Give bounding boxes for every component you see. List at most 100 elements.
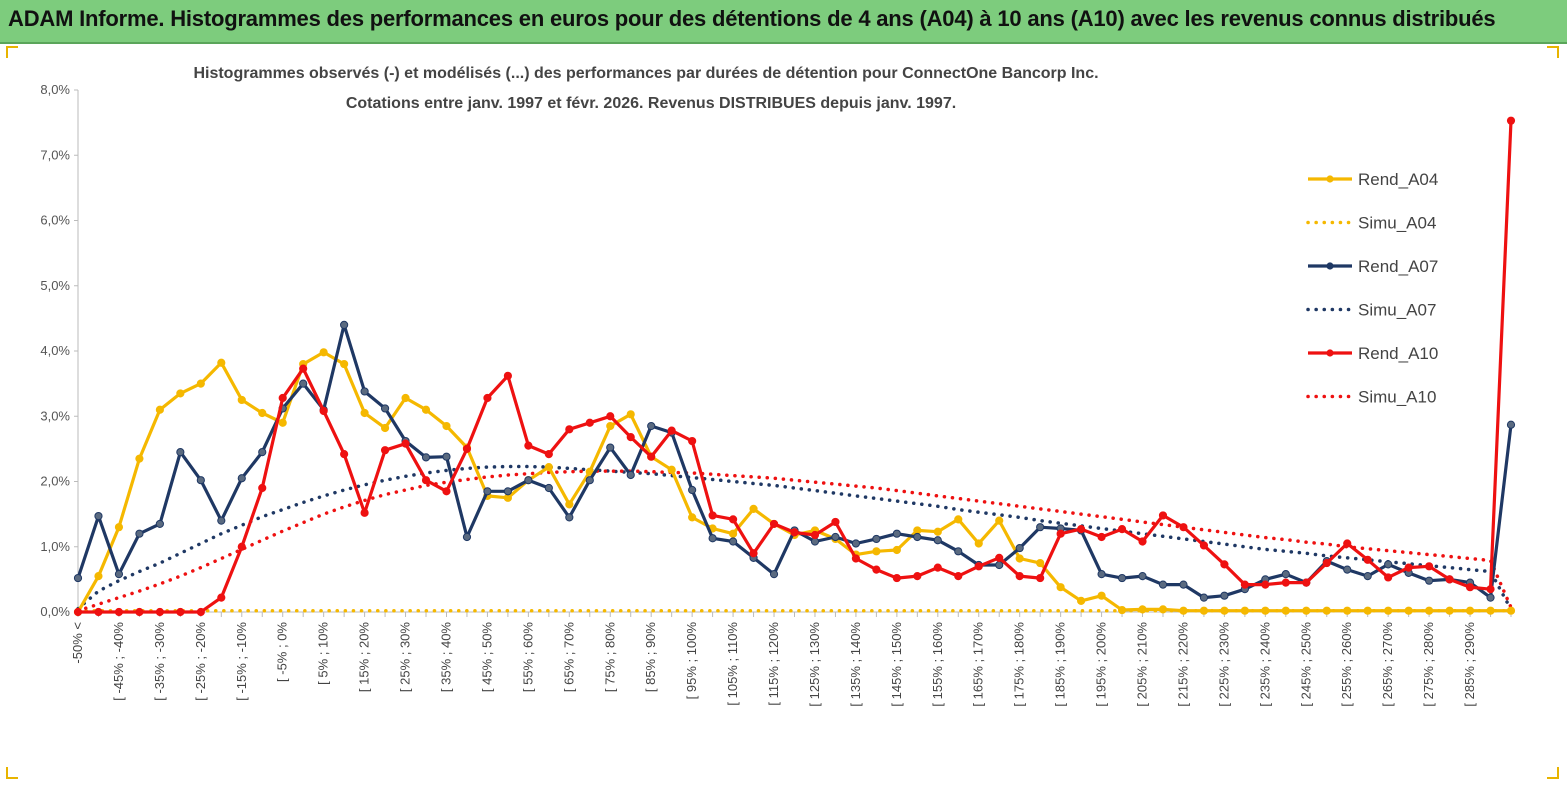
point-rend-a04	[237, 395, 246, 405]
point-rend-a07	[237, 474, 246, 483]
point-rend-a04	[1056, 583, 1065, 592]
point-rend-a04	[1302, 606, 1311, 615]
point-rend-a07	[1199, 593, 1209, 602]
point-rend-a10	[135, 607, 144, 617]
x-tick-label: [ -25% ; -20%	[193, 622, 208, 701]
point-rend-a10	[892, 573, 901, 583]
point-rend-a07	[1015, 543, 1024, 553]
point-rend-a07	[258, 448, 267, 457]
point-rend-a10	[626, 433, 635, 442]
x-tick-label: [ 235% ; 240%	[1257, 622, 1272, 707]
point-rend-a10	[1220, 560, 1229, 569]
point-rend-a10	[217, 593, 226, 602]
point-rend-a10	[1384, 573, 1393, 582]
point-rend-a10	[1261, 580, 1270, 589]
point-rend-a10	[421, 476, 431, 485]
point-rend-a10	[1036, 573, 1045, 583]
point-rend-a10	[769, 519, 779, 529]
x-tick-label: [ 175% ; 180%	[1012, 622, 1027, 707]
point-rend-a10	[1240, 580, 1249, 589]
corner-mark	[6, 777, 18, 779]
point-rend-a10	[1097, 532, 1106, 542]
x-tick-label: [ 255% ; 260%	[1339, 622, 1354, 707]
x-tick-label: -50% <	[70, 622, 85, 664]
point-rend-a10	[340, 449, 349, 459]
x-tick-label: [ 15% ; 20%	[357, 622, 372, 693]
point-rend-a10	[483, 393, 492, 403]
point-rend-a10	[913, 572, 922, 581]
point-rend-a10	[73, 607, 83, 617]
point-rend-a07	[1138, 572, 1147, 581]
point-rend-a04	[442, 421, 451, 431]
point-rend-a07	[606, 443, 615, 452]
point-rend-a07	[1158, 580, 1168, 589]
corner-mark	[1547, 46, 1559, 48]
x-tick-label: [ 45% ; 50%	[479, 622, 494, 693]
point-rend-a10	[1404, 563, 1413, 572]
x-tick-label: [ 285% ; 290%	[1462, 622, 1477, 707]
legend-item-rend-a04: Rend_A04	[1308, 170, 1438, 189]
legend-label: Simu_A04	[1358, 214, 1436, 233]
point-rend-a04	[1179, 606, 1188, 615]
point-rend-a04	[217, 358, 226, 367]
point-rend-a04	[933, 527, 942, 536]
point-rend-a04	[1363, 606, 1372, 615]
point-rend-a07	[73, 573, 83, 583]
series-simu-a10	[76, 469, 1513, 613]
y-tick-label: 6,0%	[40, 213, 70, 228]
point-rend-a04	[1506, 606, 1516, 615]
legend-label: Simu_A10	[1358, 388, 1436, 407]
corner-mark	[1547, 777, 1559, 779]
y-tick-label: 4,0%	[40, 343, 70, 358]
point-rend-a07	[728, 537, 738, 546]
point-rend-a10	[872, 565, 881, 574]
point-rend-a07	[647, 421, 656, 431]
x-tick-label: [ 185% ; 190%	[1053, 622, 1068, 707]
point-rend-a07	[1486, 593, 1495, 602]
legend-marker	[1326, 349, 1334, 357]
point-rend-a04	[1220, 606, 1229, 615]
point-rend-a04	[421, 405, 431, 414]
x-tick-label: [ 55% ; 60%	[520, 622, 535, 693]
point-rend-a10	[647, 452, 656, 461]
point-rend-a04	[340, 359, 349, 369]
point-rend-a10	[1506, 116, 1516, 125]
point-rend-a10	[1363, 555, 1372, 564]
x-tick-label: [ 65% ; 70%	[561, 622, 576, 693]
y-tick-label: 3,0%	[40, 408, 70, 423]
point-rend-a04	[196, 379, 205, 388]
x-tick-label: [ 135% ; 140%	[848, 622, 863, 707]
legend-label: Rend_A10	[1358, 344, 1438, 363]
point-rend-a07	[503, 487, 512, 496]
legend-item-simu-a07: Simu_A07	[1306, 301, 1436, 320]
point-rend-a10	[1056, 529, 1065, 538]
point-rend-a10	[462, 444, 472, 453]
x-tick-label: [ 155% ; 160%	[930, 622, 945, 707]
chart-subtitle: Cotations entre janv. 1997 et févr. 2026…	[346, 95, 956, 112]
x-tick-label: [ 195% ; 200%	[1094, 622, 1109, 707]
point-rend-a04	[155, 405, 164, 414]
point-rend-a07	[360, 387, 369, 396]
point-rend-a07	[1506, 420, 1516, 429]
x-tick-label: [ 125% ; 130%	[807, 622, 822, 707]
y-tick-label: 5,0%	[40, 278, 70, 293]
y-axis: 0,0% 1,0% 2,0% 3,0% 4,0% 5,0% 6,0% 7,0% 8,0%	[40, 82, 79, 619]
point-rend-a04	[728, 529, 738, 538]
x-tick-label: [ 205% ; 210%	[1135, 622, 1150, 707]
point-rend-a07	[340, 320, 349, 329]
x-tick-label: [ 25% ; 30%	[398, 622, 413, 693]
series-line-simu-a07	[76, 464, 1513, 612]
x-tick-label: [ 225% ; 230%	[1216, 622, 1231, 707]
series-rend-a10	[73, 116, 1516, 617]
point-rend-a10	[299, 364, 308, 373]
point-rend-a07	[851, 539, 861, 548]
point-rend-a04	[1240, 606, 1249, 615]
point-rend-a10	[196, 607, 205, 617]
point-rend-a10	[524, 441, 533, 450]
x-tick-label: [ 165% ; 170%	[971, 622, 986, 707]
point-rend-a07	[872, 534, 881, 544]
point-rend-a10	[1343, 539, 1352, 548]
point-rend-a07	[380, 404, 390, 413]
x-tick-label: [ -35% ; -30%	[152, 622, 167, 701]
y-tick-label: 0,0%	[40, 604, 70, 619]
